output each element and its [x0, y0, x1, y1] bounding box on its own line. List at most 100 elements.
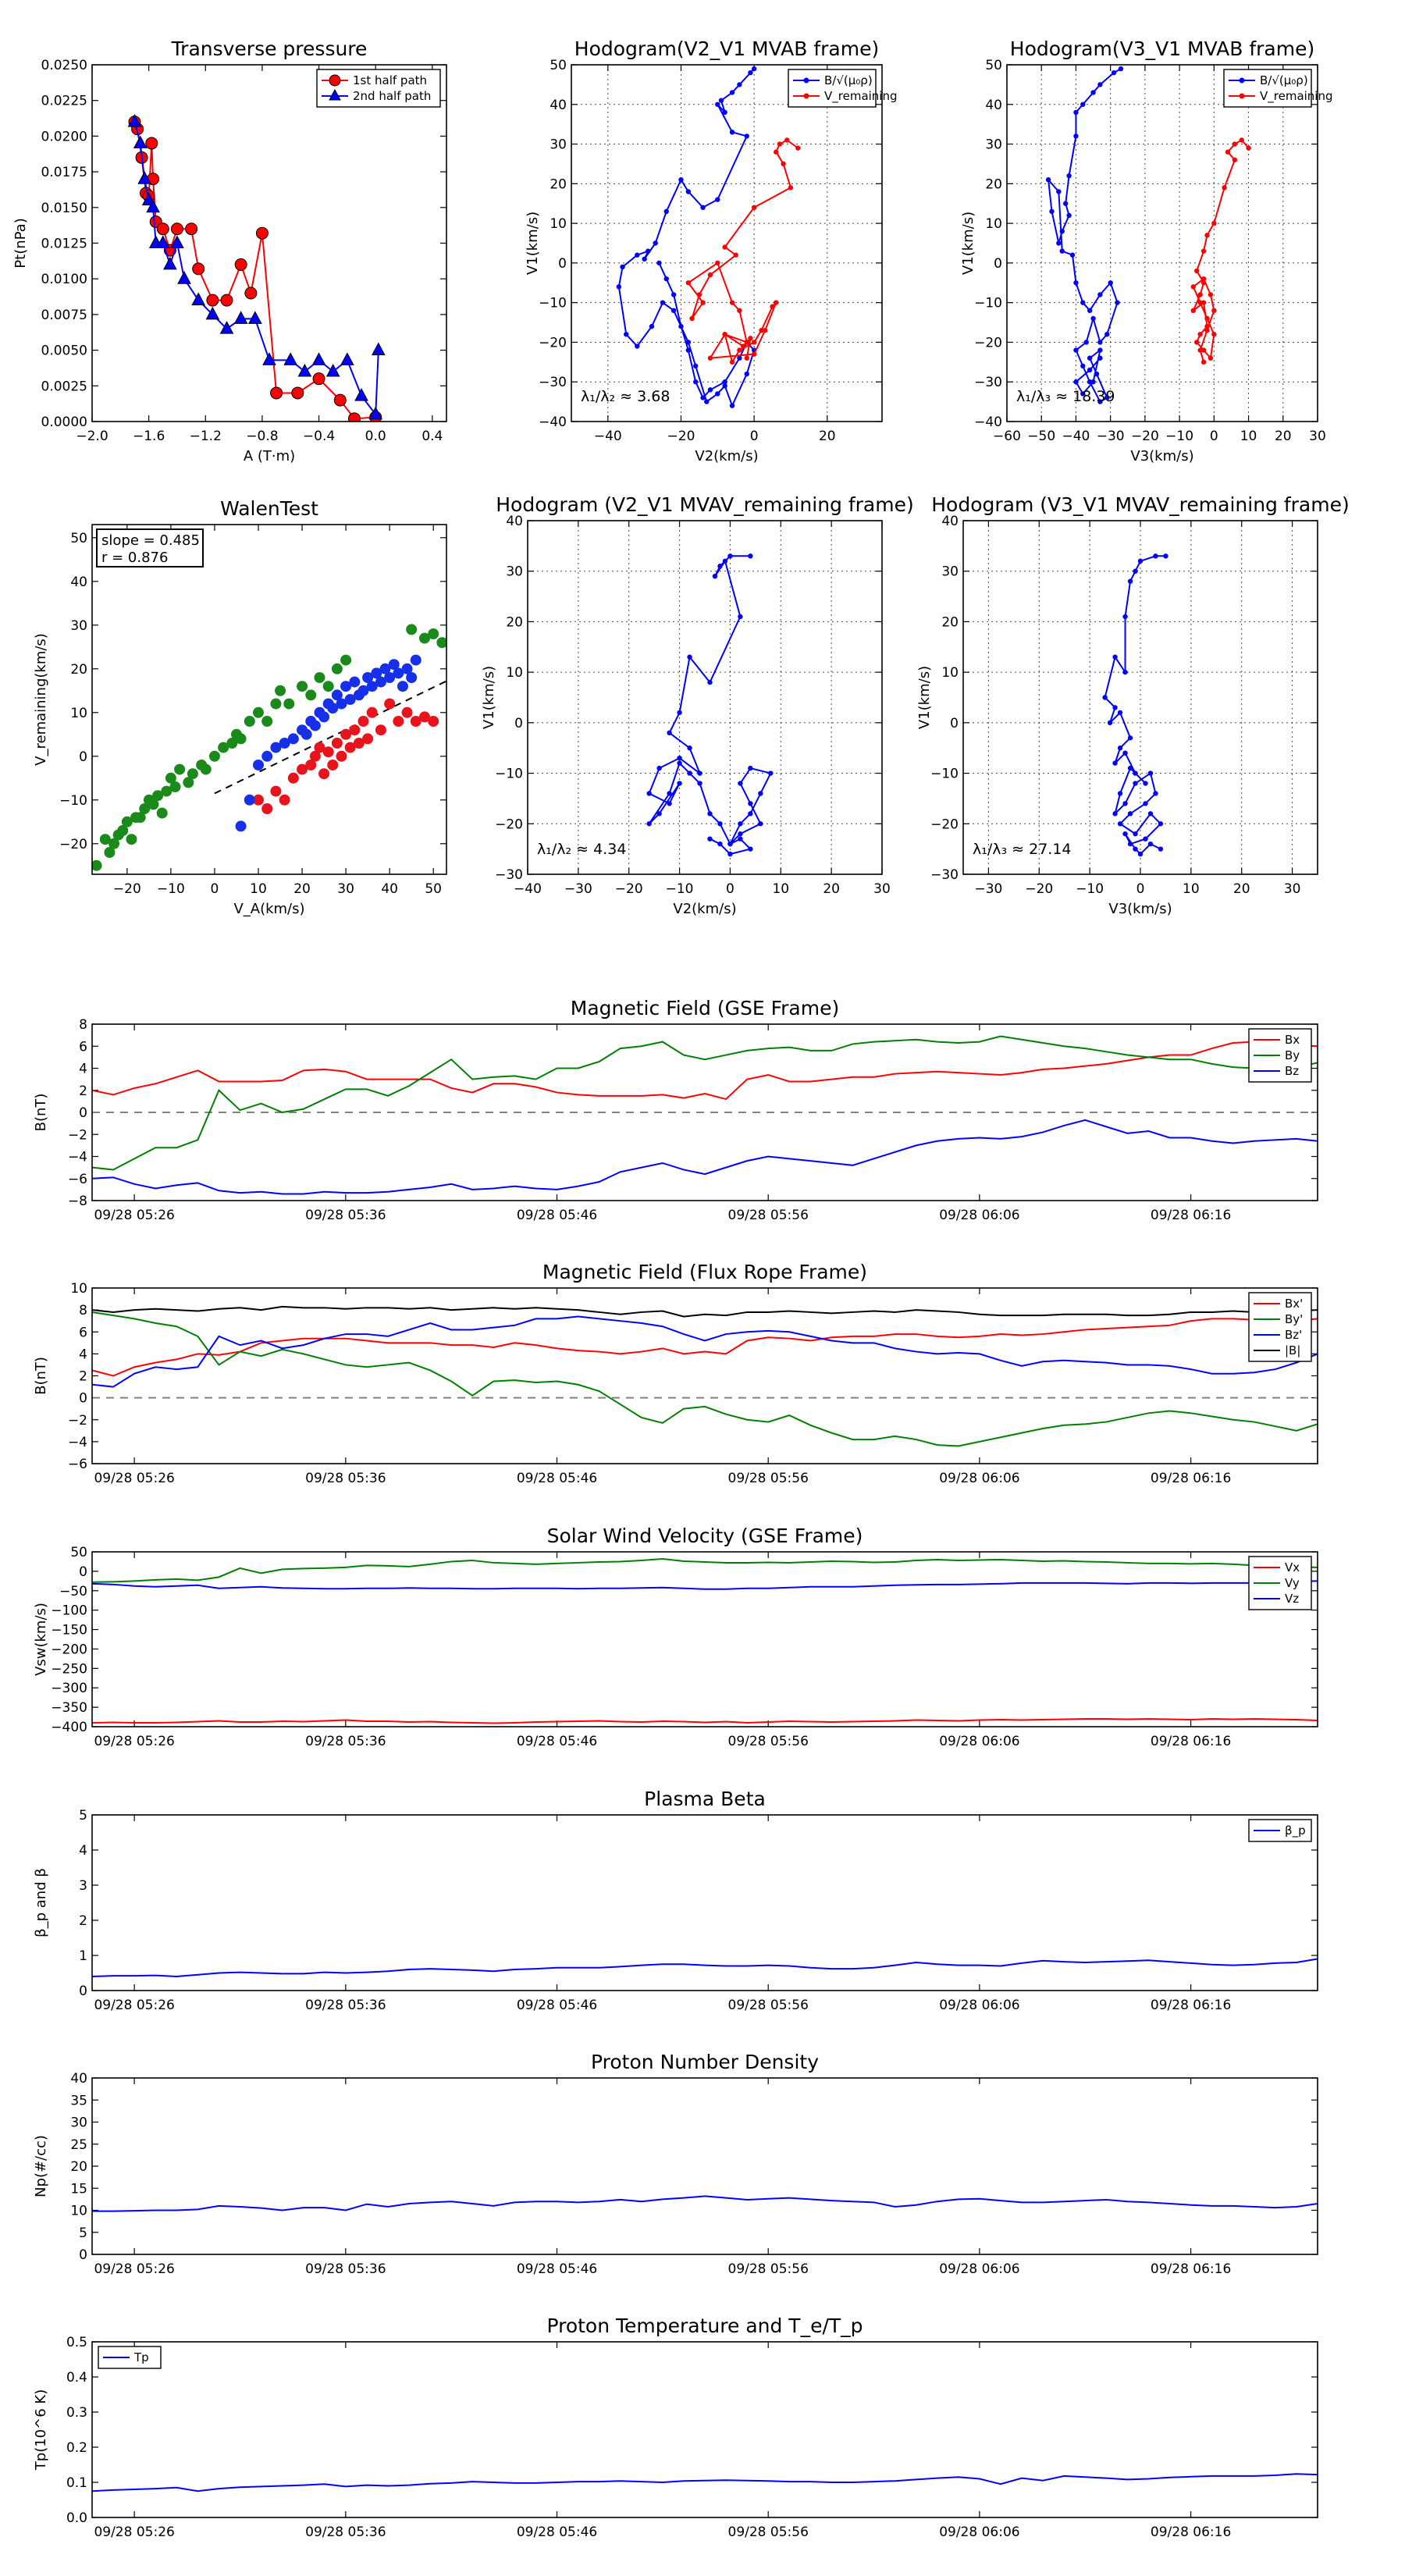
data-point	[653, 240, 658, 246]
data-point	[744, 355, 749, 361]
data-point	[707, 272, 713, 278]
scatter-point	[235, 820, 247, 832]
data-point	[1127, 765, 1133, 771]
plot-area	[92, 1035, 1318, 1195]
x-axis-label: V_A(km/s)	[233, 901, 304, 917]
data-point	[677, 710, 682, 716]
data-point	[687, 654, 692, 660]
y-axis-label: β_p and β	[33, 1868, 49, 1937]
fit-line	[214, 680, 446, 795]
x-tick-label: 40	[381, 881, 398, 897]
data-point	[718, 98, 724, 103]
legend-marker	[803, 77, 809, 84]
scatter-point	[261, 750, 273, 762]
y-tick-label: 0	[79, 1105, 87, 1121]
scatter-point	[121, 816, 133, 827]
data-point	[1080, 363, 1086, 369]
data-point	[1200, 248, 1207, 254]
data-point	[248, 311, 262, 324]
x-tick-label: 09/28 05:26	[94, 2524, 174, 2540]
scatter-point	[174, 763, 186, 775]
data-point	[685, 189, 692, 194]
data-point	[722, 109, 727, 116]
y-axis-label: V1(km/s)	[525, 212, 541, 275]
data-point	[660, 300, 666, 305]
y-tick-label: 2	[79, 1913, 87, 1929]
y-tick-label: −10	[974, 296, 1002, 311]
data-point	[127, 114, 142, 127]
x-tick-label: 20	[819, 429, 836, 444]
scatter-point	[208, 750, 220, 762]
series-line	[92, 1958, 1318, 1978]
data-point	[1073, 280, 1079, 286]
scatter-point	[252, 706, 264, 718]
data-point	[738, 836, 743, 841]
x-tick-label: 09/28 06:16	[1151, 2524, 1231, 2540]
scatter-point	[418, 711, 430, 723]
x-tick-label: 09/28 05:56	[728, 2261, 809, 2277]
series-1st-half-path	[128, 116, 382, 422]
data-point	[1090, 379, 1096, 385]
data-point	[748, 553, 753, 559]
scatter-point	[92, 859, 102, 871]
y-tick-label: 30	[70, 2115, 87, 2131]
y-axis-label: V1(km/s)	[916, 666, 933, 729]
y-tick-label: −20	[539, 335, 567, 350]
data-point	[700, 205, 706, 210]
legend-marker	[803, 93, 809, 99]
scatter-point	[301, 728, 312, 740]
data-point	[1197, 300, 1203, 305]
x-tick-label: 09/28 06:16	[1151, 1998, 1231, 2013]
data-point	[340, 352, 354, 365]
data-point	[206, 294, 219, 307]
x-tick-label: 30	[337, 881, 354, 897]
plot-area	[92, 1958, 1318, 1978]
scatter-point	[270, 785, 282, 797]
data-point	[1062, 201, 1069, 206]
plot-area	[1045, 66, 1251, 404]
scatter-point	[297, 763, 308, 775]
data-point	[717, 841, 723, 847]
data-point	[233, 311, 248, 324]
y-tick-label: 20	[550, 176, 567, 192]
data-point	[777, 141, 783, 147]
y-tick-label: 0.0000	[41, 415, 87, 430]
data-point	[146, 199, 160, 213]
x-tick-label: 09/28 06:06	[939, 2261, 1019, 2277]
y-tick-label: −20	[974, 335, 1002, 350]
y-tick-label: −150	[51, 1623, 87, 1638]
chart-title: Proton Temperature and T_e/T_p	[546, 2314, 863, 2337]
scatter-point	[275, 685, 286, 696]
x-tick-label: −50	[1027, 429, 1055, 444]
scatter-point	[99, 834, 111, 845]
y-tick-label: 40	[70, 2071, 87, 2087]
legend-box	[788, 69, 877, 108]
y-tick-label: −10	[495, 767, 523, 782]
x-tick-label: −20	[615, 881, 643, 897]
scatter-point	[314, 672, 325, 683]
legend-label: B/√(μ₀ρ)	[824, 73, 873, 87]
x-tick-label: 30	[1284, 881, 1301, 897]
y-tick-label: 2	[79, 1083, 87, 1099]
data-point	[729, 90, 735, 95]
data-point	[748, 801, 753, 806]
scatter-point	[375, 724, 386, 736]
legend: Tp	[98, 2346, 162, 2369]
data-point	[1107, 720, 1113, 726]
scatter-point	[252, 794, 264, 806]
data-point	[1056, 240, 1062, 246]
series-line	[92, 2195, 1318, 2212]
scatter-point	[410, 654, 422, 666]
chart-title: Hodogram(V2_V1 MVAB frame)	[574, 37, 879, 60]
data-point	[1087, 367, 1093, 373]
plot-area	[92, 1305, 1318, 1447]
scatter-point	[165, 772, 176, 784]
scatter-point	[261, 716, 273, 727]
chart-hodo1: −40 −20 0 20 −40 −30 −20 −10 0 10 20 30 40 50 Hodogram…	[525, 37, 898, 464]
y-tick-label: 0.0250	[41, 58, 87, 73]
data-point	[1190, 308, 1197, 314]
data-point	[312, 372, 325, 386]
y-tick-label: −10	[930, 767, 959, 782]
data-point	[707, 679, 713, 685]
data-point	[1197, 347, 1203, 353]
